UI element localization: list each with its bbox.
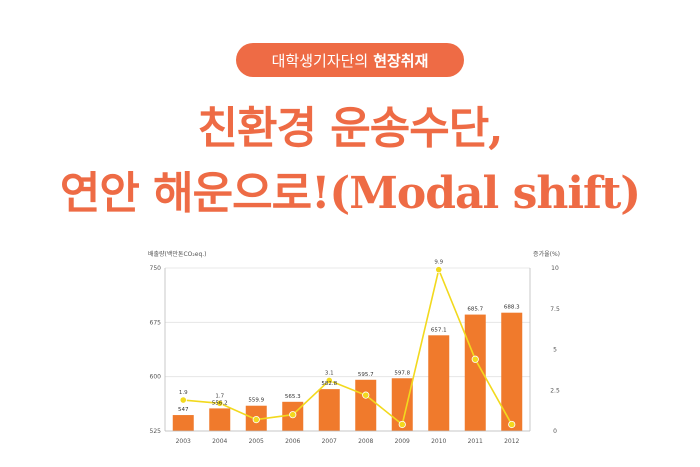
bar-value-label: 582.8 (321, 381, 337, 387)
y-tick-label-left: 750 (150, 265, 162, 272)
data-labels: 547 556.2 559.9 565.3 582.8 595.7 597.8 657.1 68… (178, 260, 520, 413)
x-tick-label: 2010 (431, 438, 446, 445)
growth-line-series (179, 266, 516, 429)
bar-value-label: 688.3 (504, 305, 520, 311)
growth-point (362, 391, 370, 399)
bar (501, 312, 523, 431)
x-tick-label: 2003 (176, 438, 191, 445)
x-tick-label: 2006 (285, 438, 300, 445)
growth-point (179, 396, 187, 404)
bar (428, 335, 450, 431)
headline-line1: 친환경 운송수단, (197, 103, 504, 154)
growth-value-label: 1.7 (215, 393, 224, 399)
growth-point (435, 266, 443, 274)
section-badge: 대학생기자단의 현장취재 (236, 43, 464, 77)
bar (355, 379, 377, 431)
bar-value-label: 685.7 (467, 307, 483, 313)
x-tick-label: 2007 (322, 438, 337, 445)
emissions-chart: 547 556.2 559.9 565.3 582.8 595.7 597.8 657.1 68… (148, 250, 560, 445)
badge-prefix: 대학생기자단의 (271, 51, 369, 70)
growth-point (471, 355, 479, 363)
bar-value-label: 547 (178, 407, 189, 413)
growth-point (508, 420, 516, 429)
y-tick-label-left: 600 (150, 374, 162, 381)
y-tick-label-right: 2.5 (550, 387, 560, 394)
y-tick-label-right: 7.5 (550, 306, 560, 313)
bar (209, 408, 231, 431)
x-tick-label: 2009 (395, 438, 410, 445)
growth-value-label: 9.9 (434, 260, 443, 266)
y-tick-label-right: 0 (553, 428, 557, 435)
y-tick-label-left: 525 (150, 428, 162, 435)
growth-point (216, 399, 224, 407)
bar (318, 389, 340, 431)
bar-value-label: 565.3 (285, 394, 301, 400)
y-tick-label-right: 10 (551, 265, 559, 272)
bar-value-label: 597.8 (394, 370, 410, 376)
growth-value-label: 1.9 (179, 390, 188, 396)
x-tick-label: 2012 (504, 438, 519, 445)
bar-value-label: 595.7 (358, 372, 374, 378)
bar (172, 415, 194, 431)
chart-axes: 배출량(백만톤CO₂eq.) 증가율(%) 750 675 600 525 10 7.5 5 2.… (148, 250, 560, 445)
bar-value-label: 559.9 (248, 398, 264, 404)
growth-point (325, 376, 333, 385)
growth-point (289, 411, 297, 419)
x-tick-label: 2004 (212, 438, 227, 445)
growth-line (183, 267, 513, 426)
bar (464, 314, 486, 431)
badge-highlight: 현장취재 (373, 51, 429, 70)
x-tick-label: 2011 (468, 438, 483, 445)
headline-line2: 연안 해운으로!(Modal shift) (59, 168, 641, 219)
bar-value-label: 556.2 (212, 400, 228, 406)
y-axis-title-right: 증가율(%) (533, 250, 560, 258)
growth-point (252, 415, 260, 424)
y-axis-title-left: 배출량(백만톤CO₂eq.) (148, 250, 207, 258)
x-tick-label: 2005 (249, 438, 264, 445)
x-tick-label: 2008 (358, 438, 373, 445)
y-tick-label-right: 5 (553, 347, 557, 354)
y-tick-label-left: 675 (150, 319, 162, 326)
growth-point (398, 420, 406, 429)
growth-value-label: 3.1 (325, 370, 334, 376)
bar (391, 378, 413, 431)
bar-series (172, 312, 523, 431)
bar-value-label: 657.1 (431, 327, 447, 333)
